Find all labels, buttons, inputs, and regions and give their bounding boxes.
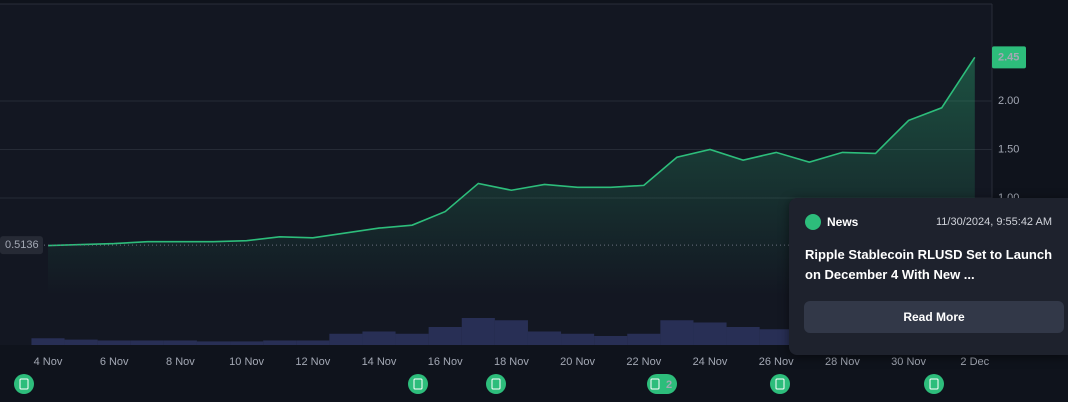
volume-bar [163, 340, 197, 345]
x-tick-label: 16 Nov [428, 356, 463, 368]
volume-bar [230, 341, 264, 345]
start-price-label: 0.5136 [5, 239, 39, 251]
volume-bar [296, 340, 330, 345]
volume-bar [362, 331, 396, 345]
news-marker-icon [19, 378, 29, 390]
x-tick-label: 28 Nov [825, 356, 860, 368]
last-price-tag [992, 46, 1026, 69]
x-tick-label: 18 Nov [494, 356, 529, 368]
news-marker-icon [929, 378, 939, 390]
volume-bar [196, 341, 231, 345]
volume-bar [726, 327, 760, 345]
news-card: News 11/30/2024, 9:55:42 AM Ripple Stabl… [789, 198, 1068, 355]
x-tick-label: 6 Nov [100, 356, 129, 368]
volume-bar [561, 333, 595, 345]
area [48, 57, 975, 295]
x-tick-label: 2 Dec [960, 356, 989, 368]
y-tick-label: 1.50 [998, 143, 1019, 155]
x-tick-label: 8 Nov [166, 356, 195, 368]
volume-bar [594, 336, 628, 345]
news-icon [805, 214, 821, 230]
volume-bar [64, 339, 98, 345]
volume-bar [97, 340, 131, 345]
news-count: 2 [666, 379, 672, 391]
volume-bar [461, 318, 495, 345]
news-marker-icon [491, 378, 501, 390]
start-price-tag [0, 236, 43, 255]
last-price-label: 2.45 [998, 51, 1019, 63]
y-tick-label: 2.00 [998, 95, 1019, 107]
news-tag: News [805, 214, 858, 230]
volume-bar [759, 329, 793, 345]
x-tick-label: 22 Nov [626, 356, 661, 368]
volume-bar [329, 333, 363, 345]
news-marker [486, 374, 506, 394]
news-headline[interactable]: Ripple Stablecoin RLUSD Set to Launch on… [805, 247, 1053, 282]
volume-bar [263, 340, 297, 345]
volume-bar [693, 322, 727, 345]
read-more-button[interactable]: Read More [804, 301, 1064, 333]
x-tick-label: 24 Nov [693, 356, 728, 368]
volume-bar [527, 331, 562, 345]
volume-bar [130, 340, 164, 345]
news-marker [14, 374, 34, 394]
news-marker-icon [650, 378, 660, 390]
x-tick-label: 26 Nov [759, 356, 794, 368]
volume-bar [494, 320, 528, 345]
volume-bar [395, 333, 429, 345]
price-line [47, 56, 976, 247]
volume-bar [428, 327, 462, 345]
x-tick-label: 12 Nov [295, 356, 330, 368]
x-tick-label: 10 Nov [229, 356, 264, 368]
volume-bar [31, 338, 65, 345]
news-marker [924, 374, 944, 394]
news-marker [770, 374, 790, 394]
x-tick-label: 14 Nov [362, 356, 397, 368]
volume-bar [660, 320, 694, 345]
news-time: 11/30/2024, 9:55:42 AM [936, 216, 1052, 228]
x-tick-label: 30 Nov [891, 356, 926, 368]
x-tick-label: 4 Nov [34, 356, 63, 368]
news-marker [408, 374, 428, 394]
volume-bar [627, 333, 661, 345]
news-marker-icon [775, 378, 785, 390]
news-marker-icon [413, 378, 423, 390]
x-tick-label: 20 Nov [560, 356, 595, 368]
news-tag-text: News [827, 215, 859, 229]
